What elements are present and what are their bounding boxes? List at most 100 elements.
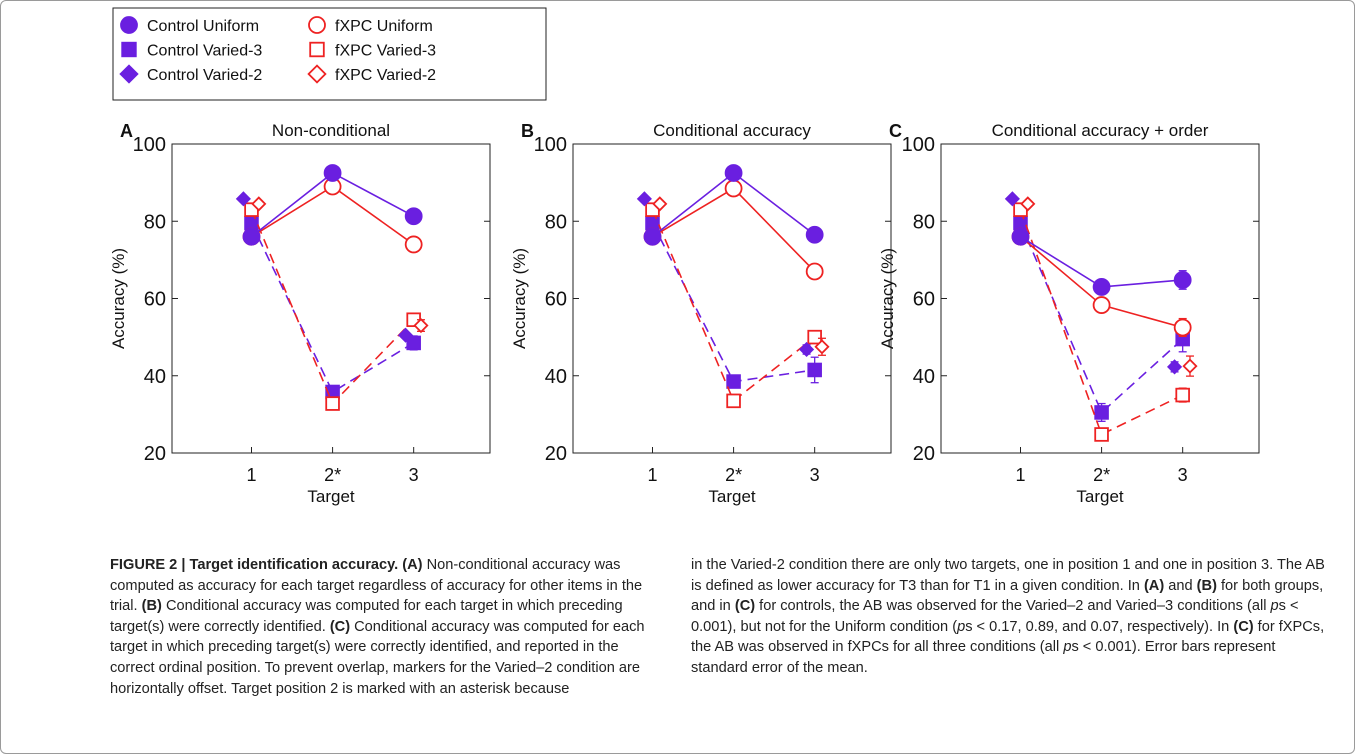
col1-seg-6: Conditional accuracy was computed for ea… xyxy=(110,618,645,697)
series-control-uniform xyxy=(1011,227,1192,296)
series-fxpc-varied-3 xyxy=(244,202,421,411)
data-point xyxy=(643,227,662,246)
data-point xyxy=(1011,227,1030,246)
col2-seg-14: s < 0.001). Error bars represent standar… xyxy=(691,639,1276,676)
caption-title: FIGURE 2 | Target identification accurac… xyxy=(110,557,399,573)
col2-seg-5: (C) xyxy=(734,598,756,615)
series-fxpc-varied-2 xyxy=(652,196,830,356)
y-tick-label: 60 xyxy=(913,289,935,311)
data-point xyxy=(805,262,824,281)
data-point xyxy=(807,329,822,345)
caption-column-1: FIGURE 2 | Target identification accurac… xyxy=(110,555,663,745)
legend-marker-fxpc-varied-2 xyxy=(307,64,327,84)
data-point xyxy=(404,207,423,226)
legend-marker-fxpc-varied-3 xyxy=(309,41,325,58)
x-tick-label: 1 xyxy=(1015,465,1025,485)
col2-seg-9: p xyxy=(957,618,966,635)
legend-label-control-varied-2: Control Varied-2 xyxy=(147,67,262,84)
col1-seg-1: (A) xyxy=(402,557,423,573)
y-tick-label: 40 xyxy=(913,366,935,388)
series-line xyxy=(651,209,816,403)
data-point xyxy=(1094,427,1109,442)
series-line xyxy=(1019,209,1184,436)
data-point xyxy=(323,164,342,182)
data-point xyxy=(724,164,743,182)
series-fxpc-uniform xyxy=(242,177,423,254)
series-line xyxy=(250,222,415,394)
col1-seg-4: Conditional accuracy was computed for ea… xyxy=(110,598,623,635)
x-axis-label: Target xyxy=(1076,487,1124,506)
panel-title: Non-conditional xyxy=(272,121,390,140)
y-tick-label: 100 xyxy=(902,134,935,156)
y-tick-label: 80 xyxy=(913,211,935,233)
col2-seg-2: and xyxy=(1164,577,1197,594)
data-point xyxy=(652,196,668,212)
col2-seg-6: for controls, the AB was observed for th… xyxy=(755,598,1271,615)
series-control-uniform xyxy=(643,164,824,246)
panel-letter: A xyxy=(120,121,133,141)
data-point xyxy=(325,396,340,411)
data-point xyxy=(406,335,421,351)
figure-chart-area: Control Uniform fXPC Uniform Control Varie… xyxy=(109,7,1260,506)
panel-a: A Non-conditional 20 40 60 80 100 1 2* 3 Target Acc… xyxy=(109,121,491,506)
y-tick-label: 20 xyxy=(913,443,935,465)
x-tick-label: 2* xyxy=(725,465,742,485)
series-fxpc-varied-2 xyxy=(1020,196,1198,377)
y-tick-label: 60 xyxy=(144,289,166,311)
data-point xyxy=(251,196,267,212)
col2-seg-4: for both groups, and in xyxy=(691,577,1324,615)
legend-box xyxy=(112,7,547,101)
data-point xyxy=(1020,196,1036,212)
legend-label-fxpc-uniform: fXPC Uniform xyxy=(335,18,433,35)
data-point xyxy=(1182,358,1198,374)
col1-seg-3: (B) xyxy=(141,598,162,615)
data-point xyxy=(645,215,660,231)
series-fxpc-varied-2 xyxy=(251,196,429,334)
col2-seg-3: (B) xyxy=(1196,577,1217,594)
y-tick-label: 80 xyxy=(545,211,567,233)
data-point xyxy=(805,225,824,244)
series-control-varied-3 xyxy=(645,215,822,389)
data-point xyxy=(1092,296,1111,314)
data-point xyxy=(726,374,741,389)
col2-seg-8: s < 0.001), but not for the Uniform cond… xyxy=(691,598,1299,635)
legend-label-control-uniform: Control Uniform xyxy=(147,18,259,35)
series-line xyxy=(250,209,415,405)
legend: Control Uniform fXPC Uniform Control Varie… xyxy=(112,7,547,101)
data-point xyxy=(1092,278,1111,296)
col1-seg-5: (C) xyxy=(329,618,351,635)
data-point xyxy=(724,179,743,198)
y-tick-label: 40 xyxy=(545,366,567,388)
data-point xyxy=(413,317,429,334)
caption-column-2: in the Varied-2 condition there are only… xyxy=(691,555,1325,745)
data-point xyxy=(1166,359,1183,375)
y-axis-label: Accuracy (%) xyxy=(510,248,529,349)
y-tick-label: 40 xyxy=(144,366,166,388)
series-fxpc-uniform xyxy=(643,179,824,281)
series-fxpc-varied-3 xyxy=(645,202,822,409)
data-point xyxy=(1013,215,1028,231)
y-tick-label: 60 xyxy=(545,289,567,311)
series-control-uniform xyxy=(242,164,423,246)
x-tick-label: 3 xyxy=(409,465,419,485)
col2-seg-13: p xyxy=(1063,639,1072,656)
x-tick-label: 1 xyxy=(647,465,657,485)
legend-marker-control-uniform xyxy=(120,16,138,34)
data-point xyxy=(242,227,261,246)
data-point xyxy=(636,191,652,207)
panel-c: C Conditional accuracy + order 20 40 60 80 100… xyxy=(878,121,1260,506)
data-point xyxy=(404,235,423,254)
panel-title: Conditional accuracy xyxy=(653,121,811,140)
data-point xyxy=(1175,387,1190,403)
data-point xyxy=(1173,318,1192,337)
x-axis-label: Target xyxy=(307,487,355,506)
data-point xyxy=(1094,405,1109,420)
col2-seg-10: s < 0.17, 0.89, and 0.07, respectively).… xyxy=(965,618,1234,635)
col2-seg-11: (C) xyxy=(1233,618,1254,635)
data-point xyxy=(397,327,414,343)
x-tick-label: 1 xyxy=(246,465,256,485)
series-line xyxy=(652,187,816,273)
data-point xyxy=(235,191,251,207)
data-point xyxy=(814,339,830,355)
